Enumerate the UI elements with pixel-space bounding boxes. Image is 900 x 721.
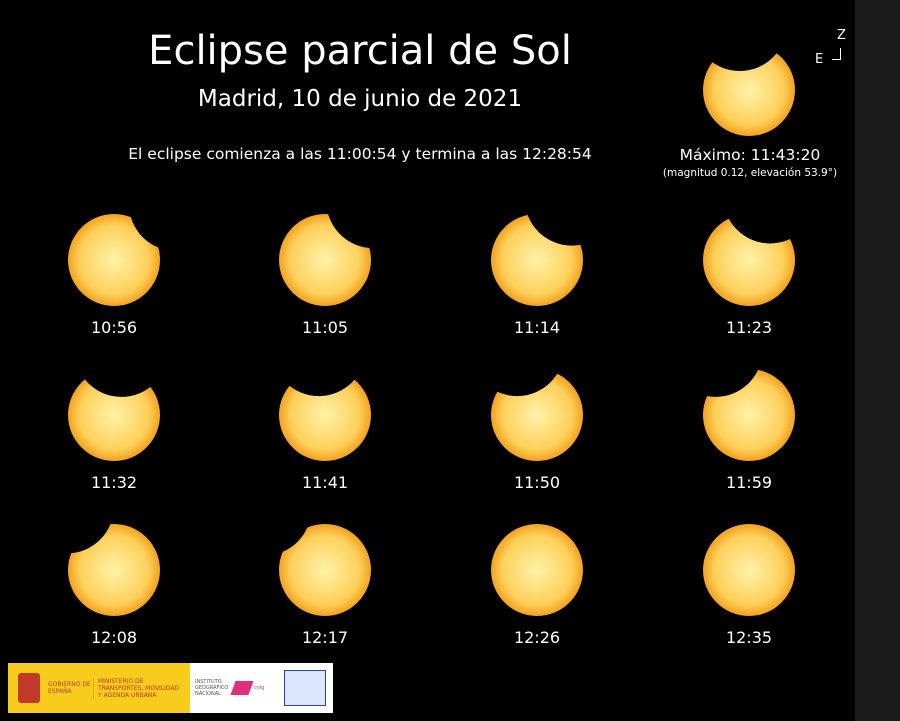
sun-frame [68, 369, 160, 461]
maximum-label: Máximo: 11:43:20 [679, 146, 821, 164]
gobierno-text: GOBIERNO DE ESPAÑA [48, 681, 91, 695]
cnig-text: cnig [254, 685, 265, 691]
sun-frame [68, 524, 160, 616]
sun-frame [703, 369, 795, 461]
frame-time-label: 11:14 [513, 318, 561, 337]
frame-time-label: 11:41 [301, 473, 349, 492]
ministerio-text: MINISTERIO DE TRANSPORTES, MOVILIDAD Y A… [93, 677, 183, 699]
frame-time-label: 10:56 [90, 318, 138, 337]
sun-frame [279, 214, 371, 306]
sun-frame [491, 524, 583, 616]
frame-time-label: 11:05 [301, 318, 349, 337]
compass-icon: Z E [810, 28, 850, 68]
compass-east: E [815, 52, 824, 67]
sun-frame [68, 214, 160, 306]
spain-map-icon [230, 681, 254, 695]
sun-maximum [703, 44, 795, 136]
sun-frame [279, 524, 371, 616]
frame-time-label: 12:08 [90, 628, 138, 647]
building-icon [284, 670, 326, 706]
ign-logo: INSTITUTO GEOGRÁFICO NACIONAL cnig [190, 663, 333, 713]
sun-frame [703, 214, 795, 306]
frame-time-label: 12:17 [301, 628, 349, 647]
sun-frame [279, 369, 371, 461]
sun-frame [491, 214, 583, 306]
eclipse-panel: Eclipse parcial de Sol Madrid, 10 de jun… [0, 0, 855, 721]
sun-images [68, 44, 795, 616]
eclipse-range: El eclipse comienza a las 11:00:54 y ter… [128, 145, 592, 163]
sun-frame [703, 524, 795, 616]
logos-bar: GOBIERNO DE ESPAÑA MINISTERIO DE TRANSPO… [8, 663, 333, 713]
frame-time-label: 11:32 [90, 473, 138, 492]
frame-time-label: 11:23 [725, 318, 773, 337]
gobierno-logo: GOBIERNO DE ESPAÑA MINISTERIO DE TRANSPO… [8, 663, 190, 713]
frame-time-label: 11:50 [513, 473, 561, 492]
frame-time-label: 11:59 [725, 473, 773, 492]
subtitle: Madrid, 10 de junio de 2021 [197, 86, 523, 112]
maximum-details: (magnitud 0.12, elevación 53.9°) [662, 167, 838, 179]
coat-of-arms-icon [18, 673, 40, 703]
ign-text: INSTITUTO GEOGRÁFICO NACIONAL [195, 679, 229, 697]
compass-north: Z [837, 28, 846, 43]
page-title: Eclipse parcial de Sol [148, 28, 572, 74]
sun-frame [491, 369, 583, 461]
frame-time-label: 12:35 [725, 628, 773, 647]
frame-time-label: 12:26 [513, 628, 561, 647]
